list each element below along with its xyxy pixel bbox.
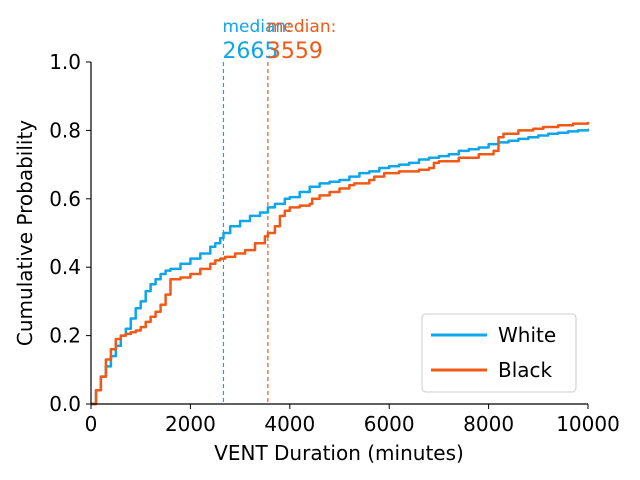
- axes-layer: [90, 62, 588, 405]
- legend-label-black: Black: [498, 358, 553, 382]
- legend: White Black: [421, 313, 577, 393]
- ticks-layer: 0 2000 4000 6000 8000 10000 0.0 0.2 0.4 0.6 0.8 1.0: [49, 50, 620, 436]
- y-tick-label: 0.2: [49, 324, 81, 348]
- median-caption: median:: [222, 17, 291, 37]
- y-tick-label: 0.4: [49, 255, 81, 279]
- x-tick-label: 10000: [556, 412, 620, 436]
- median-value: 3559: [267, 39, 323, 64]
- y-tick-label: 0.8: [49, 118, 81, 142]
- y-tick-label: 0.0: [49, 392, 81, 416]
- series-layer: [91, 121, 590, 406]
- series-line-white: [91, 128, 590, 406]
- median-value: 2665: [222, 39, 278, 64]
- median-caption: median:: [267, 17, 336, 37]
- x-tick-label: 8000: [463, 412, 514, 436]
- x-tick-label: 4000: [264, 412, 315, 436]
- legend-label-white: White: [498, 323, 556, 347]
- x-axis-label: VENT Duration (minutes): [214, 441, 464, 465]
- x-tick-label: 0: [85, 412, 98, 436]
- y-axis-label: Cumulative Probability: [13, 120, 37, 346]
- x-tick-label: 2000: [165, 412, 216, 436]
- x-tick-label: 6000: [364, 412, 415, 436]
- y-tick-label: 0.6: [49, 187, 81, 211]
- y-tick-label: 1.0: [49, 50, 81, 74]
- series-line-black: [91, 121, 590, 406]
